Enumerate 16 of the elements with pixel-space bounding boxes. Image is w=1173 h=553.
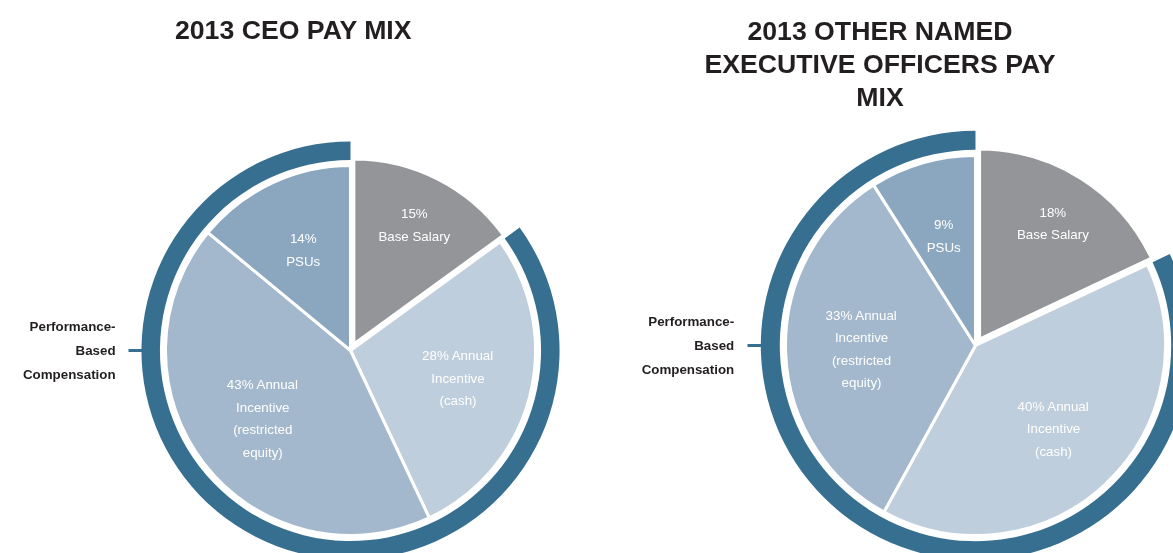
text: Performance-Based Compensation	[22, 319, 116, 382]
slice-label: PSUs	[286, 253, 321, 269]
chart-title: 2013 CEO PAY MIX	[174, 15, 412, 46]
data-label: 9%	[934, 217, 954, 233]
slice-label: 40% Annual Incentive (cash)	[1017, 398, 1089, 459]
text: Performance-Based Compensation	[641, 314, 735, 377]
data-label: 18%	[1039, 204, 1067, 220]
chart-title: 2013 OTHER NAMED EXECUTIVE OFFICERS PAY MIX	[704, 15, 1056, 112]
slice-label: Base Salary	[1016, 227, 1090, 243]
data-label: 15%	[400, 206, 428, 222]
slice-label: PSUs	[926, 239, 962, 255]
data-label: 14%	[289, 231, 317, 247]
slice-label: Base Salary	[378, 228, 451, 244]
slice-label: 33% Annual Incentive (restricted equity)	[825, 307, 897, 391]
slice-label: 43% Annual Incentive (restricted equity)	[226, 377, 299, 460]
slice-label: 28% Annual Incentive (cash)	[422, 348, 494, 409]
